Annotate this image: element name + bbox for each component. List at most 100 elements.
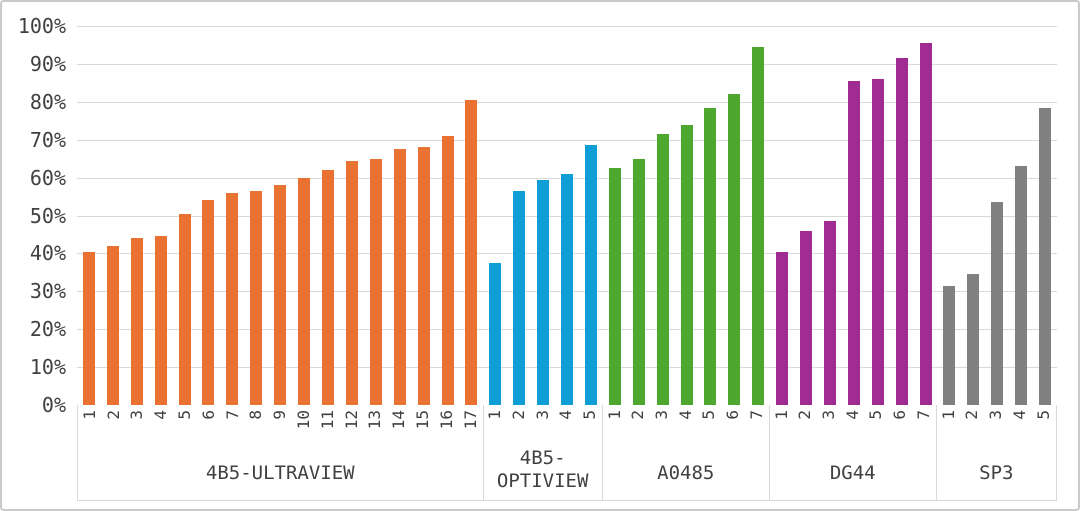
bar-a0485-6 xyxy=(728,94,741,405)
bar-dg44-4 xyxy=(847,80,860,405)
bar-a0485-1 xyxy=(608,168,621,405)
bar-series xyxy=(77,26,1057,405)
group-label: 4B5-OPTIVIEW xyxy=(496,446,589,493)
bar-slot xyxy=(890,26,914,405)
category-tick-label: 11 xyxy=(316,405,340,453)
category-tick-text: 4 xyxy=(675,410,695,420)
category-tick-text: 9 xyxy=(270,410,290,420)
bar-4b5-ultraview-1 xyxy=(82,251,95,405)
category-tick-label: 13 xyxy=(364,405,388,453)
bar-4b5-ultraview-17 xyxy=(465,99,478,405)
bar-slot xyxy=(220,26,244,405)
category-tick-text: 15 xyxy=(413,410,433,430)
category-tick-text: 6 xyxy=(198,410,218,420)
category-tick-text: 3 xyxy=(127,410,147,420)
gridline-90 xyxy=(77,63,1057,65)
plot-area xyxy=(77,26,1057,406)
category-tick-label: 2 xyxy=(626,405,650,453)
bar-4b5-ultraview-10 xyxy=(298,177,311,405)
bar-slot xyxy=(603,26,627,405)
bar-slot xyxy=(364,26,388,405)
bar-dg44-2 xyxy=(800,230,812,405)
category-tick-text: 3 xyxy=(532,410,552,420)
category-tick-label: 5 xyxy=(865,405,889,453)
category-tick-label: 6 xyxy=(721,405,745,453)
category-tick-text: 1 xyxy=(485,410,505,420)
category-tick-label: 4 xyxy=(1008,405,1032,453)
y-axis-tick-label: 80% xyxy=(29,89,66,114)
bar-slot xyxy=(842,26,866,405)
category-tick-text: 4 xyxy=(1010,410,1030,420)
category-tick-text: 4 xyxy=(842,410,862,420)
bar-slot xyxy=(937,26,961,405)
y-axis-tick-label: 30% xyxy=(29,279,66,304)
category-tick-text: 5 xyxy=(175,410,195,420)
category-tick-label: 12 xyxy=(340,405,364,453)
category-tick-text: 17 xyxy=(460,410,480,430)
category-tick-row: 1 2 3 4 5 6 7 8 9 10 11 12 13 14 15 16 17 xyxy=(78,405,483,453)
category-tick-text: 2 xyxy=(508,410,528,420)
category-tick-text: 1 xyxy=(604,410,624,420)
bar-group-dg44 xyxy=(770,26,937,405)
category-tick-text: 2 xyxy=(103,410,123,420)
bar-slot xyxy=(101,26,125,405)
bar-group-4b5-optiview xyxy=(483,26,603,405)
bar-dg44-7 xyxy=(919,43,932,405)
category-tick-label: 14 xyxy=(387,405,411,453)
bar-slot xyxy=(412,26,436,405)
category-tick-text: 4 xyxy=(556,410,576,420)
category-tick-label: 1 xyxy=(603,405,627,453)
category-tick-label: 5 xyxy=(173,405,197,453)
bar-4b5-ultraview-6 xyxy=(202,200,215,405)
gridline-70 xyxy=(77,139,1057,141)
bar-group-sp3 xyxy=(937,26,1057,405)
category-tick-text: 5 xyxy=(699,410,719,420)
category-tick-label: 16 xyxy=(435,405,459,453)
category-tick-text: 16 xyxy=(436,410,456,430)
category-tick-text: 3 xyxy=(818,410,838,420)
bar-4b5-ultraview-11 xyxy=(322,170,335,405)
bar-a0485-2 xyxy=(632,158,645,405)
bar-4b5-optiview-5 xyxy=(584,145,597,405)
category-tick-label: 5 xyxy=(578,405,602,447)
bar-4b5-optiview-3 xyxy=(537,179,550,405)
category-tick-text: 3 xyxy=(986,410,1006,420)
category-tick-text: 10 xyxy=(294,410,314,430)
category-tick-label: 4 xyxy=(149,405,173,453)
bar-dg44-6 xyxy=(895,58,908,405)
category-tick-label: 4 xyxy=(674,405,698,453)
bar-group-4b5-ultraview xyxy=(77,26,483,405)
group-label: A0485 xyxy=(657,461,715,484)
bar-a0485-3 xyxy=(656,134,669,405)
category-tick-text: 7 xyxy=(913,410,933,420)
bar-a0485-4 xyxy=(680,124,693,405)
bar-dg44-3 xyxy=(823,221,836,405)
category-tick-text: 2 xyxy=(628,410,648,420)
bar-dg44-5 xyxy=(871,79,884,405)
bar-4b5-ultraview-8 xyxy=(250,190,263,405)
bar-4b5-ultraview-7 xyxy=(226,192,239,405)
bar-slot xyxy=(149,26,173,405)
bar-slot xyxy=(460,26,484,405)
category-tick-label: 1 xyxy=(484,405,508,447)
category-tick-label: 3 xyxy=(126,405,150,453)
bar-slot xyxy=(1033,26,1057,405)
bar-slot xyxy=(794,26,818,405)
bar-slot xyxy=(292,26,316,405)
bar-slot xyxy=(866,26,890,405)
category-tick-label: 5 xyxy=(1032,405,1056,453)
x-axis-group-4b5-optiview: 1 2 3 4 5 4B5-OPTIVIEW xyxy=(484,405,603,500)
bar-4b5-ultraview-13 xyxy=(369,158,382,405)
bar-4b5-ultraview-16 xyxy=(441,135,454,405)
category-tick-label: 3 xyxy=(650,405,674,453)
bar-4b5-ultraview-14 xyxy=(393,149,406,405)
category-tick-label: 6 xyxy=(888,405,912,453)
bar-4b5-ultraview-2 xyxy=(106,245,119,405)
bar-slot xyxy=(746,26,770,405)
bar-slot xyxy=(483,26,507,405)
category-tick-text: 13 xyxy=(365,410,385,430)
category-tick-label: 7 xyxy=(912,405,936,453)
bar-slot xyxy=(316,26,340,405)
bar-a0485-5 xyxy=(704,107,717,405)
